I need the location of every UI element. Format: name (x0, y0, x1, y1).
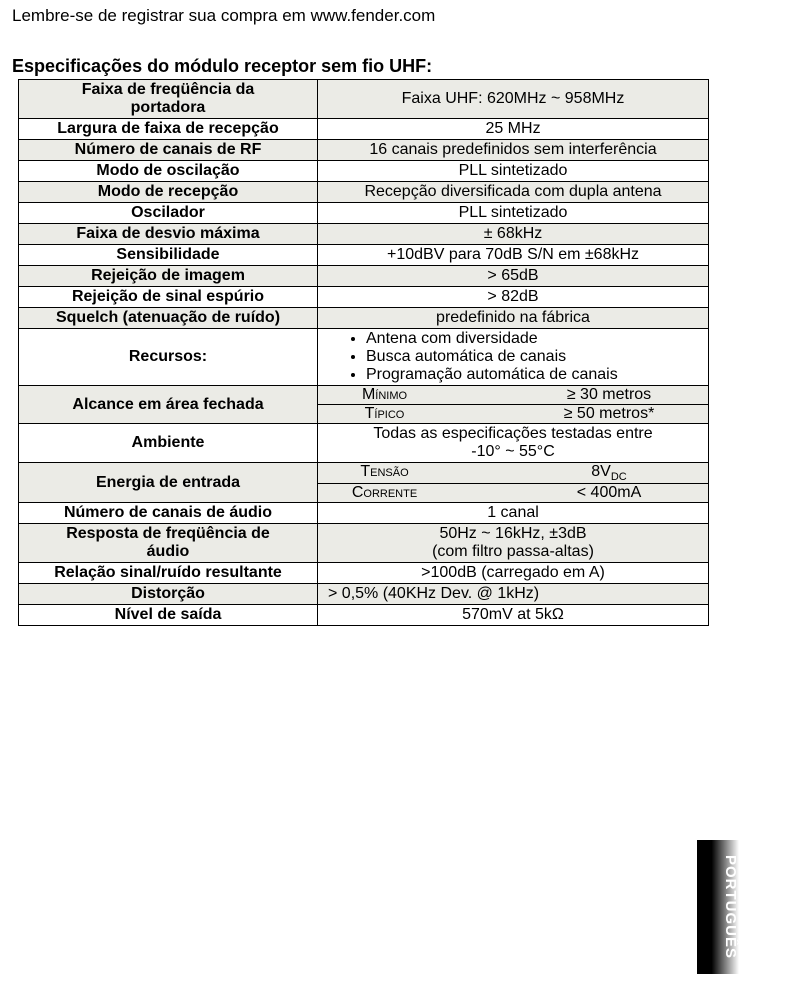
spec-row: Recursos:Antena com diversidadeBusca aut… (19, 329, 709, 386)
spec-label: Faixa de freqüência daportadora (19, 80, 318, 119)
spec-value: > 65dB (318, 266, 709, 287)
spec-heading: Especificações do módulo receptor sem fi… (0, 26, 787, 79)
spec-label: Rejeição de imagem (19, 266, 318, 287)
spec-label: Squelch (atenuação de ruído) (19, 308, 318, 329)
spec-label: Número de canais de RF (19, 140, 318, 161)
spec-label: Ambiente (19, 424, 318, 463)
spec-label: Oscilador (19, 203, 318, 224)
spec-row: Modo de oscilaçãoPLL sintetizado (19, 161, 709, 182)
spec-value: 16 canais predefinidos sem interferência (318, 140, 709, 161)
sub-value: ≥ 30 metros (514, 386, 704, 404)
spec-label: Resposta de freqüência deáudio (19, 524, 318, 563)
sub-label: Tensão (322, 463, 447, 483)
spec-value: 1 canal (318, 503, 709, 524)
spec-label: Rejeição de sinal espúrio (19, 287, 318, 308)
spec-value: Antena com diversidadeBusca automática d… (318, 329, 709, 386)
spec-row: Rejeição de imagem> 65dB (19, 266, 709, 287)
spec-row: Rejeição de sinal espúrio> 82dB (19, 287, 709, 308)
spec-row: OsciladorPLL sintetizado (19, 203, 709, 224)
spec-value: > 0,5% (40KHz Dev. @ 1kHz) (318, 584, 709, 605)
spec-value: 570mV at 5kΩ (318, 605, 709, 626)
spec-value: PLL sintetizado (318, 203, 709, 224)
spec-value: ± 68kHz (318, 224, 709, 245)
spec-row: Alcance em área fechadaMínimo ≥ 30 metros… (19, 386, 709, 424)
feature-item: Busca automática de canais (366, 348, 706, 366)
spec-label: Recursos: (19, 329, 318, 386)
spec-label: Número de canais de áudio (19, 503, 318, 524)
registration-note: Lembre-se de registrar sua compra em www… (0, 0, 787, 26)
language-tab: PORTUGUÊS (697, 840, 739, 974)
spec-label: Modo de oscilação (19, 161, 318, 182)
spec-row: Faixa de freqüência daportadoraFaixa UHF… (19, 80, 709, 119)
spec-value: PLL sintetizado (318, 161, 709, 182)
feature-item: Antena com diversidade (366, 330, 706, 348)
spec-row: Número de canais de áudio1 canal (19, 503, 709, 524)
spec-value: 25 MHz (318, 119, 709, 140)
sub-value: ≥ 50 metros* (514, 405, 704, 423)
spec-value: Mínimo ≥ 30 metros Típico ≥ 50 metros* (318, 386, 709, 424)
spec-row: Largura de faixa de recepção25 MHz (19, 119, 709, 140)
spec-row: Nível de saída570mV at 5kΩ (19, 605, 709, 626)
spec-label: Largura de faixa de recepção (19, 119, 318, 140)
sub-value: < 400mA (514, 484, 704, 502)
spec-value: Recepção diversificada com dupla antena (318, 182, 709, 203)
sub-label: Mínimo (322, 386, 447, 404)
spec-value: Faixa UHF: 620MHz ~ 958MHz (318, 80, 709, 119)
spec-label: Nível de saída (19, 605, 318, 626)
spec-row: Squelch (atenuação de ruído)predefinido … (19, 308, 709, 329)
spec-label: Distorção (19, 584, 318, 605)
spec-row: Sensibilidade+10dBV para 70dB S/N em ±68… (19, 245, 709, 266)
spec-label: Alcance em área fechada (19, 386, 318, 424)
spec-row: Distorção> 0,5% (40KHz Dev. @ 1kHz) (19, 584, 709, 605)
spec-value: 50Hz ~ 16kHz, ±3dB(com filtro passa-alta… (318, 524, 709, 563)
spec-row: Relação sinal/ruído resultante>100dB (ca… (19, 563, 709, 584)
spec-row: Energia de entradaTensão 8VDC Corrente < 40… (19, 463, 709, 503)
spec-row: Número de canais de RF16 canais predefin… (19, 140, 709, 161)
sub-value: 8VDC (514, 463, 704, 483)
spec-row: Modo de recepçãoRecepção diversificada c… (19, 182, 709, 203)
spec-value: Todas as especificações testadas entre-1… (318, 424, 709, 463)
spec-row: Resposta de freqüência deáudio50Hz ~ 16k… (19, 524, 709, 563)
spec-value: Tensão 8VDC Corrente < 400mA (318, 463, 709, 503)
spec-label: Sensibilidade (19, 245, 318, 266)
spec-row: Faixa de desvio máxima± 68kHz (19, 224, 709, 245)
spec-label: Faixa de desvio máxima (19, 224, 318, 245)
spec-row: AmbienteTodas as especificações testadas… (19, 424, 709, 463)
spec-value: +10dBV para 70dB S/N em ±68kHz (318, 245, 709, 266)
spec-value: predefinido na fábrica (318, 308, 709, 329)
spec-value: > 82dB (318, 287, 709, 308)
sub-label: Corrente (322, 484, 447, 502)
spec-label: Relação sinal/ruído resultante (19, 563, 318, 584)
spec-label: Modo de recepção (19, 182, 318, 203)
spec-value: >100dB (carregado em A) (318, 563, 709, 584)
feature-item: Programação automática de canais (366, 366, 706, 384)
spec-label: Energia de entrada (19, 463, 318, 503)
spec-table: Faixa de freqüência daportadoraFaixa UHF… (18, 79, 709, 626)
sub-label: Típico (322, 405, 447, 423)
